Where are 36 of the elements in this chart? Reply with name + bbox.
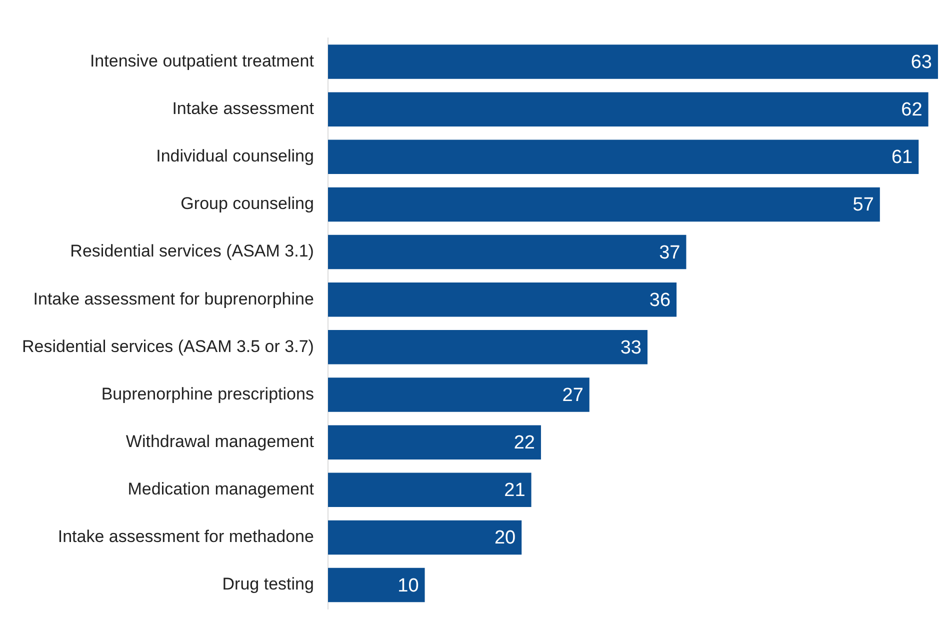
y-tick-label: Residential services (ASAM 3.5 or 3.7): [22, 336, 314, 356]
y-tick-label: Group counseling: [180, 194, 314, 214]
y-tick-label: Intake assessment for methadone: [58, 527, 314, 546]
y-tick-label: Intake assessment: [172, 99, 314, 118]
y-tick-label: Residential services (ASAM 3.1): [70, 242, 314, 261]
data-label: 61: [891, 147, 913, 168]
bar: [328, 378, 590, 412]
bar: [328, 472, 532, 508]
y-tick-label: Individual counseling: [156, 146, 314, 166]
y-tick-label: Drug testing: [222, 574, 314, 594]
bar: [328, 44, 938, 79]
y-tick-label: Medication management: [128, 480, 314, 499]
bar: [328, 330, 648, 364]
data-label: 27: [562, 384, 584, 406]
bar: [328, 187, 880, 222]
bar: [328, 234, 686, 270]
y-tick-label: Intake assessment for buprenorphine: [33, 289, 314, 308]
data-label: 62: [901, 100, 922, 121]
y-tick-label: Buprenorphine prescriptions: [101, 384, 314, 404]
bar: [328, 425, 541, 460]
data-label: 57: [852, 194, 874, 216]
y-tick-label: Intensive outpatient treatment: [90, 51, 314, 70]
data-label: 10: [398, 575, 419, 596]
data-label: 33: [620, 337, 642, 358]
bar: [328, 520, 522, 555]
data-label: 20: [494, 528, 516, 549]
data-label: 21: [504, 480, 526, 502]
bar: [328, 282, 677, 317]
data-label: 36: [649, 290, 671, 311]
data-label: 63: [910, 52, 932, 74]
bar: [328, 92, 928, 126]
data-label: 22: [514, 432, 535, 454]
bar: [328, 568, 425, 602]
bar: [328, 140, 919, 174]
y-tick-label: Withdrawal management: [126, 432, 314, 452]
data-label: 37: [659, 242, 680, 264]
